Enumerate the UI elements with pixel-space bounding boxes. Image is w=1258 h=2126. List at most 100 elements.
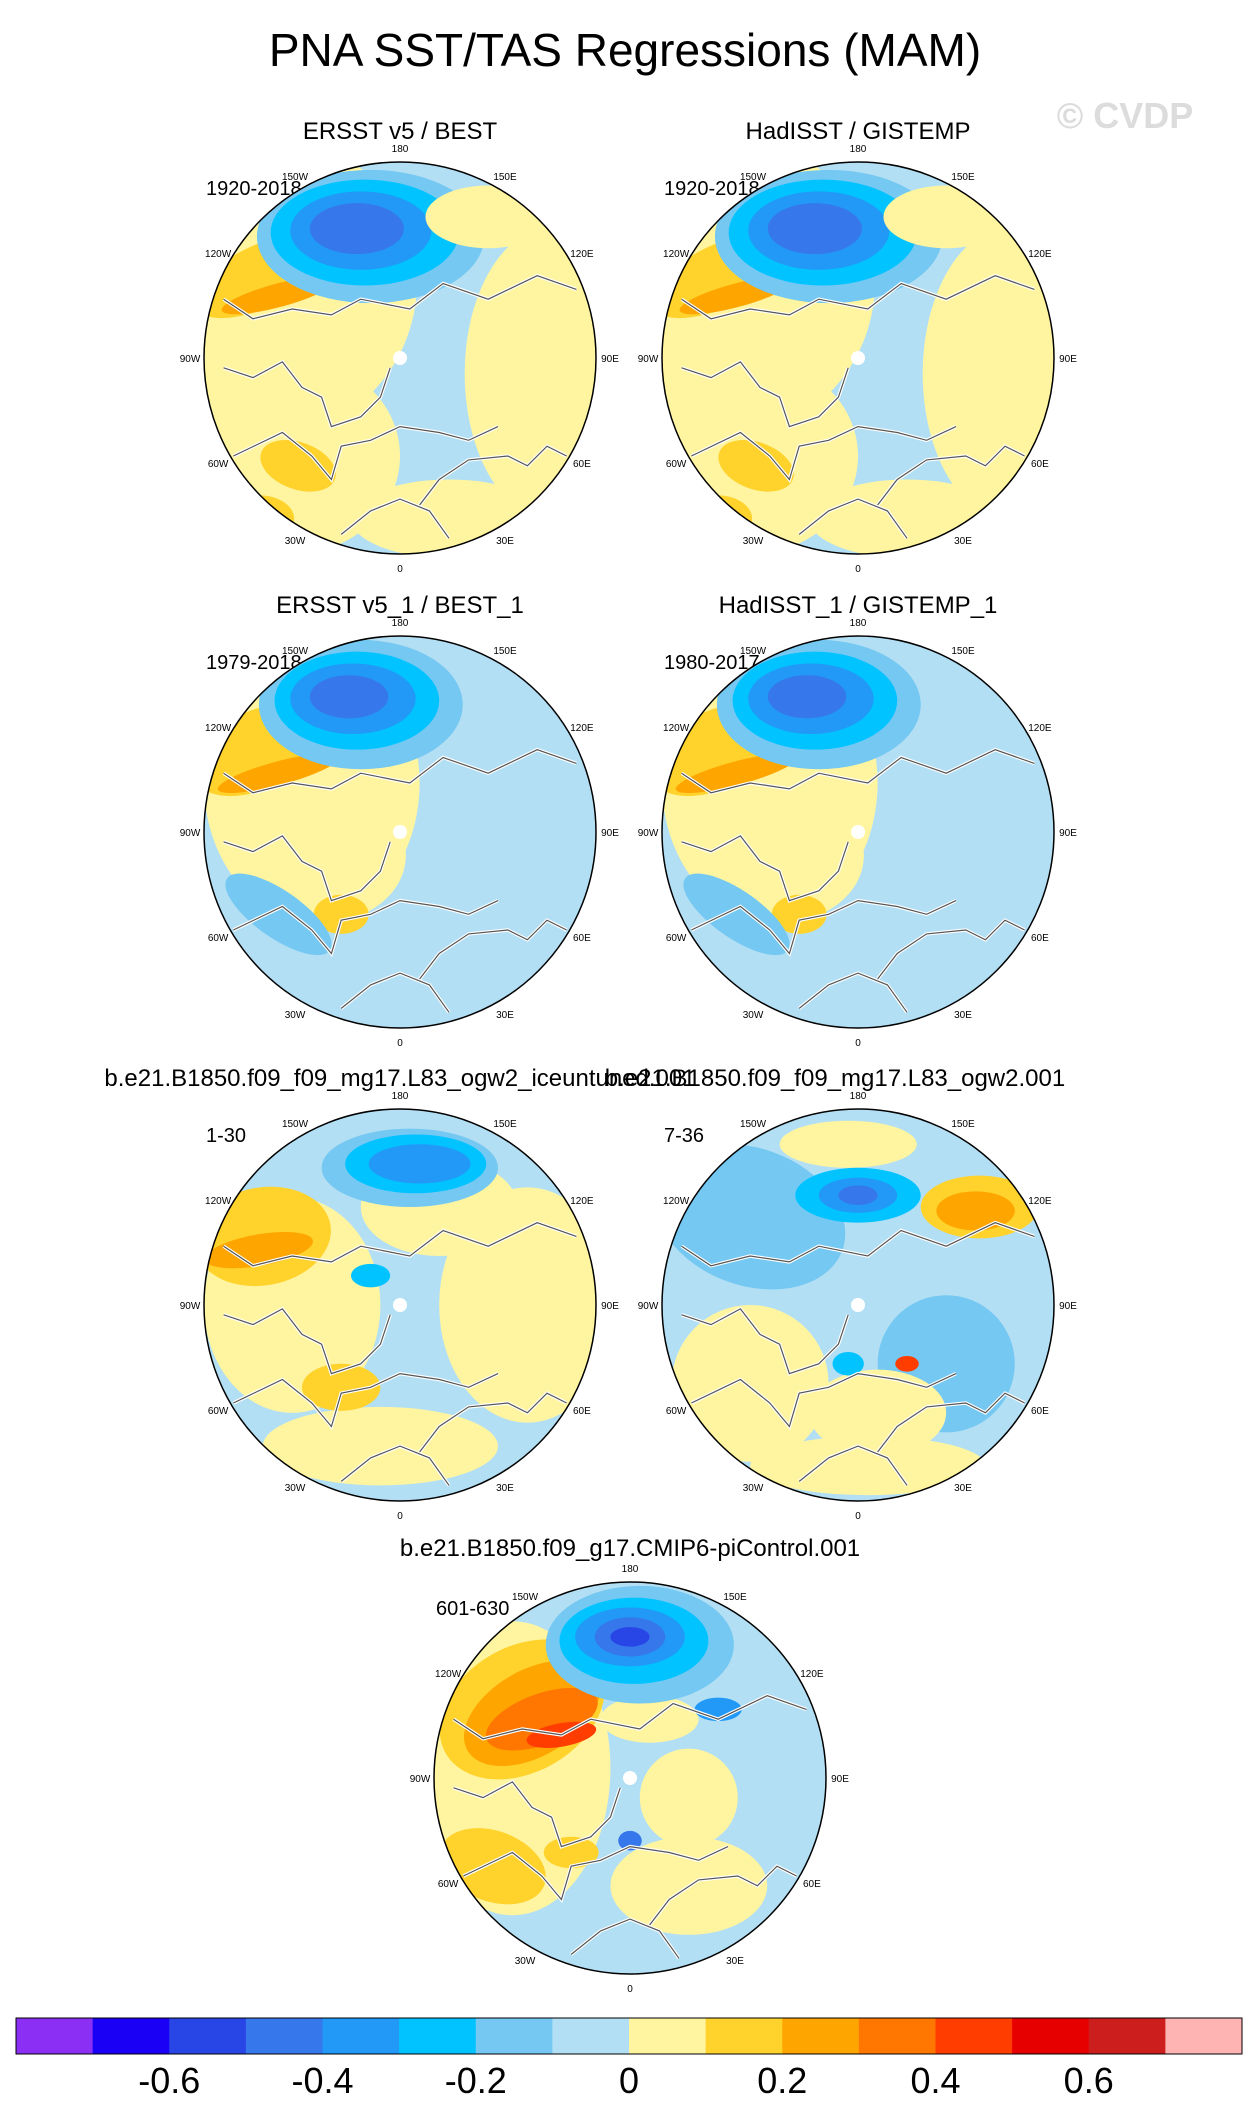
colorbar-swatch xyxy=(1165,2018,1243,2054)
coastline xyxy=(233,1372,499,1428)
coastline xyxy=(570,1918,680,1959)
longitude-label: 30E xyxy=(496,1483,514,1494)
map-panel: b.e21.B1850.f09_f09_mg17.L83_ogw2.001 7-3… xyxy=(605,1065,1077,1522)
longitude-label: 60E xyxy=(573,1406,591,1417)
coastline xyxy=(798,1445,908,1486)
longitude-label: 90E xyxy=(601,828,619,839)
panel-title: ERSST v5 / BEST xyxy=(303,118,498,145)
longitude-label: 120E xyxy=(1028,723,1052,734)
colorbar-swatch xyxy=(629,2018,707,2054)
colorbar-swatch xyxy=(169,2018,247,2054)
longitude-label: 180 xyxy=(850,144,867,155)
anomaly-region xyxy=(771,894,827,934)
coastline xyxy=(681,1308,849,1375)
coastline xyxy=(233,899,499,955)
coastline xyxy=(419,445,567,506)
longitude-label: 30W xyxy=(285,536,306,547)
anomaly-region xyxy=(260,439,336,492)
longitude-label: 120E xyxy=(1028,1196,1052,1207)
pole-hole xyxy=(623,1771,637,1785)
anomaly-region xyxy=(922,226,1054,521)
anomaly-region xyxy=(809,1369,947,1456)
longitude-label: 150E xyxy=(493,646,517,657)
map-field xyxy=(204,162,596,554)
longitude-label: 90E xyxy=(1059,828,1077,839)
longitude-label: 0 xyxy=(855,564,861,575)
coastline xyxy=(649,1865,797,1926)
panel-years: 1920-2018 xyxy=(664,178,760,200)
panel-title: b.e21.B1850.f09_f09_mg17.L83_ogw2_iceunt… xyxy=(104,1065,695,1092)
map-field xyxy=(204,636,596,1028)
figure-title: PNA SST/TAS Regressions (MAM) xyxy=(269,24,981,76)
longitude-label: 150E xyxy=(951,172,975,183)
coastline xyxy=(223,275,577,320)
colorbar-swatch xyxy=(245,2018,324,2054)
panel-years: 1-30 xyxy=(206,1125,246,1147)
colorbar-swatch xyxy=(858,2018,937,2054)
longitude-label: 60E xyxy=(1031,459,1049,470)
coastline xyxy=(798,972,908,1013)
longitude-label: 0 xyxy=(397,1038,403,1049)
colorbar-tick-label: 0.6 xyxy=(1064,2060,1114,2101)
longitude-label: 120E xyxy=(570,249,594,260)
longitude-label: 90E xyxy=(1059,1301,1077,1312)
longitude-label: 60W xyxy=(208,1406,229,1417)
colorbar-swatch xyxy=(475,2018,553,2054)
map-border xyxy=(661,635,1055,1029)
longitude-label: 0 xyxy=(855,1511,861,1522)
coastline xyxy=(340,1445,450,1486)
map-field xyxy=(662,1109,1054,1501)
longitude-label: 120E xyxy=(570,723,594,734)
longitude-label: 150W xyxy=(740,172,767,183)
longitude-label: 30W xyxy=(515,1956,536,1967)
coastline xyxy=(691,425,957,481)
anomaly-region xyxy=(368,1144,471,1184)
longitude-label: 180 xyxy=(622,1564,639,1575)
longitude-label: 90E xyxy=(1059,354,1077,365)
map-border xyxy=(203,635,597,1029)
coastline xyxy=(223,749,577,794)
panel-years: 1979-2018 xyxy=(206,652,302,674)
longitude-label: 150W xyxy=(282,172,309,183)
longitude-label: 150E xyxy=(493,172,517,183)
anomaly-region xyxy=(600,1695,699,1743)
longitude-label: 180 xyxy=(850,1091,867,1102)
colorbar-swatch xyxy=(322,2018,400,2054)
coastline xyxy=(681,275,1035,320)
colorbar-tick-label: 0.4 xyxy=(910,2060,960,2101)
longitude-label: 150W xyxy=(740,1119,767,1130)
longitude-label: 150W xyxy=(282,1119,309,1130)
colorbar-tick-label: 0 xyxy=(619,2060,639,2101)
map-panels: ERSST v5 / BEST 1920-2018 180 150E 120E 90E 60… xyxy=(104,118,1077,1995)
longitude-label: 150E xyxy=(951,1119,975,1130)
anomaly-region xyxy=(351,479,547,554)
longitude-label: 90W xyxy=(638,828,659,839)
longitude-label: 0 xyxy=(397,1511,403,1522)
anomaly-region xyxy=(309,675,389,719)
anomaly-region xyxy=(809,479,1005,554)
anomaly-region xyxy=(718,439,794,492)
watermark: © CVDP xyxy=(1057,95,1194,136)
pole-hole xyxy=(393,351,407,365)
longitude-label: 180 xyxy=(392,618,409,629)
longitude-label: 150W xyxy=(282,646,309,657)
longitude-label: 150W xyxy=(740,646,767,657)
panel-title: HadISST / GISTEMP xyxy=(746,118,971,145)
panel-years: 1980-2017 xyxy=(664,652,760,674)
longitude-label: 60W xyxy=(208,459,229,470)
longitude-label: 180 xyxy=(392,1091,409,1102)
longitude-label: 120W xyxy=(205,723,232,734)
longitude-label: 30W xyxy=(743,1483,764,1494)
anomaly-region xyxy=(309,203,404,255)
coastline xyxy=(223,361,391,428)
coastline xyxy=(340,498,450,539)
map-field xyxy=(662,162,1054,554)
longitude-label: 150E xyxy=(493,1119,517,1130)
panel-years: 601-630 xyxy=(436,1598,509,1620)
anomaly-region xyxy=(217,753,340,794)
anomaly-region xyxy=(639,1748,738,1847)
map-border xyxy=(661,161,1055,555)
coastline xyxy=(681,361,849,428)
longitude-label: 90E xyxy=(601,1301,619,1312)
